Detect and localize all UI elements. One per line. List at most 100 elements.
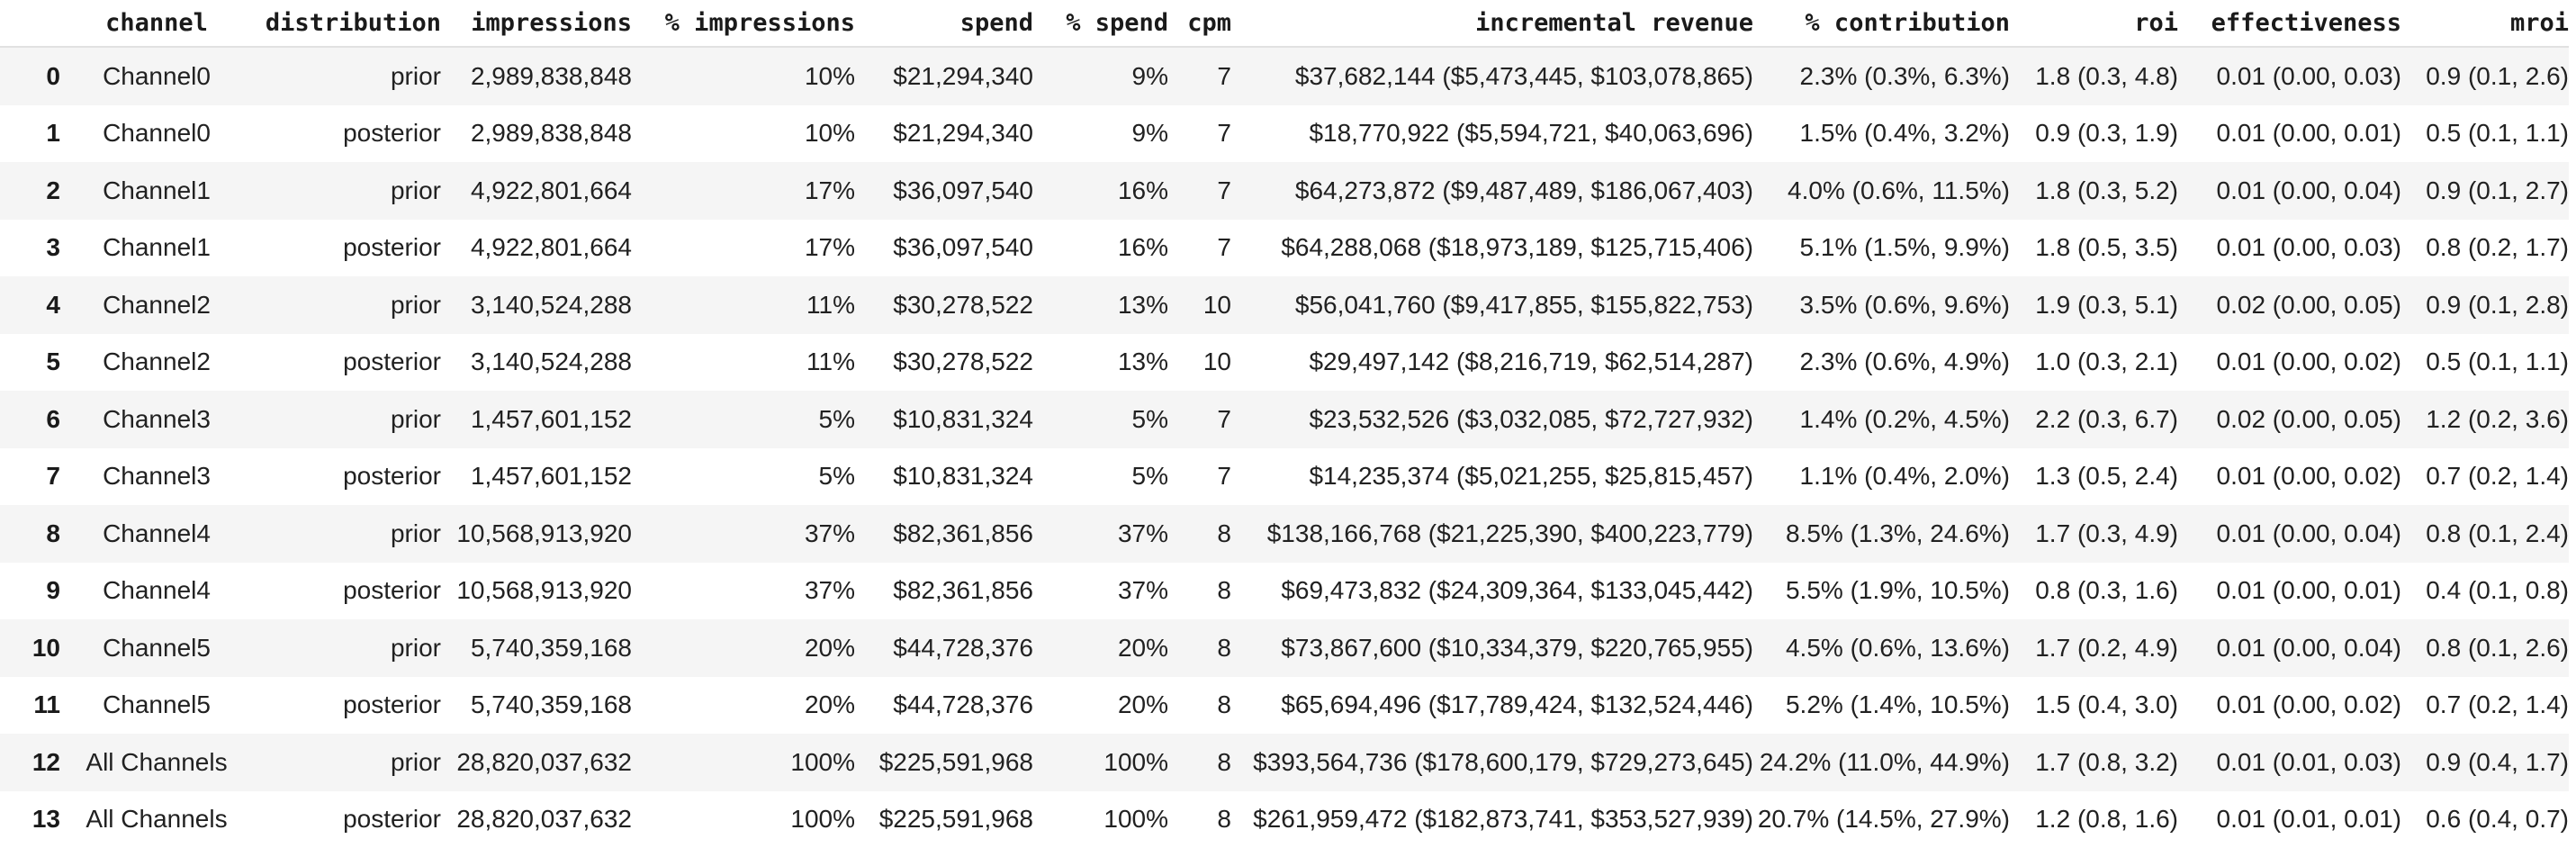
- cell-channel: Channel0: [103, 61, 211, 90]
- cell-spend: $36,097,540: [893, 233, 1033, 262]
- column-header-pct-contribution: % contribution: [1753, 0, 2010, 48]
- column-header-channel: channel: [71, 0, 242, 48]
- cell-pct-impressions: 10%: [804, 61, 855, 90]
- cell-index: 6: [46, 404, 60, 433]
- cell-distribution: posterior: [343, 119, 441, 148]
- cell-distribution: prior: [390, 633, 441, 662]
- cell-incremental-revenue: $64,288,068 ($18,973,189, $125,715,406): [1281, 233, 1753, 262]
- column-header-index: [0, 0, 71, 48]
- table-row: 6 Channel3 prior 1,457,601,152 5% $10,831,324…: [0, 391, 2569, 448]
- column-header-pct-impressions: % impressions: [632, 0, 855, 48]
- cell-pct-impressions: 100%: [790, 747, 855, 776]
- cell-index: 5: [46, 347, 60, 376]
- column-header-pct-spend: % spend: [1033, 0, 1168, 48]
- cell-impressions: 2,989,838,848: [470, 119, 632, 148]
- column-header-roi: roi: [2010, 0, 2178, 48]
- cell-pct-impressions: 37%: [804, 576, 855, 605]
- cell-roi: 1.7 (0.3, 4.9): [2035, 519, 2178, 547]
- cell-cpm: 8: [1217, 576, 1231, 605]
- cell-pct-contribution: 4.0% (0.6%, 11.5%): [1788, 176, 2010, 204]
- cell-pct-spend: 13%: [1117, 290, 1168, 319]
- cell-incremental-revenue: $138,166,768 ($21,225,390, $400,223,779): [1266, 519, 1753, 547]
- cell-incremental-revenue: $393,564,736 ($178,600,179, $729,273,645…: [1253, 747, 1753, 776]
- cell-incremental-revenue: $23,532,526 ($3,032,085, $72,727,932): [1309, 404, 1753, 433]
- table-row: 4 Channel2 prior 3,140,524,288 11% $30,278,52…: [0, 276, 2569, 334]
- cell-channel: All Channels: [86, 805, 228, 834]
- cell-cpm: 7: [1217, 176, 1231, 204]
- column-header-distribution: distribution: [242, 0, 441, 48]
- cell-pct-contribution: 2.3% (0.6%, 4.9%): [1799, 347, 2010, 376]
- cell-pct-impressions: 5%: [818, 462, 855, 491]
- table-body: 0 Channel0 prior 2,989,838,848 10% $21,294,34…: [0, 47, 2569, 848]
- cell-index: 7: [46, 462, 60, 491]
- cell-distribution: prior: [390, 519, 441, 547]
- cell-effectiveness: 0.02 (0.00, 0.05): [2216, 290, 2401, 319]
- cell-index: 3: [46, 233, 60, 262]
- cell-effectiveness: 0.01 (0.00, 0.04): [2216, 519, 2401, 547]
- cell-effectiveness: 0.01 (0.01, 0.01): [2216, 805, 2401, 834]
- column-header-mroi: mroi: [2401, 0, 2569, 48]
- cell-index: 13: [32, 805, 60, 834]
- cell-impressions: 1,457,601,152: [470, 404, 632, 433]
- cell-distribution: prior: [390, 290, 441, 319]
- cell-mroi: 0.4 (0.1, 0.8): [2426, 576, 2569, 605]
- cell-effectiveness: 0.01 (0.00, 0.01): [2216, 119, 2401, 148]
- cell-cpm: 10: [1202, 347, 1231, 376]
- cell-channel: Channel2: [103, 290, 211, 319]
- cell-effectiveness: 0.01 (0.00, 0.02): [2216, 347, 2401, 376]
- cell-spend: $82,361,856: [893, 519, 1033, 547]
- table-row: 8 Channel4 prior 10,568,913,920 37% $82,361,8…: [0, 505, 2569, 563]
- cell-pct-contribution: 8.5% (1.3%, 24.6%): [1785, 519, 2010, 547]
- cell-impressions: 3,140,524,288: [470, 290, 632, 319]
- cell-impressions: 5,740,359,168: [470, 690, 632, 719]
- cell-channel: Channel0: [103, 119, 211, 148]
- cell-mroi: 0.9 (0.1, 2.7): [2426, 176, 2569, 204]
- cell-incremental-revenue: $56,041,760 ($9,417,855, $155,822,753): [1294, 290, 1753, 319]
- column-header-effectiveness: effectiveness: [2178, 0, 2401, 48]
- cell-pct-contribution: 3.5% (0.6%, 9.6%): [1799, 290, 2010, 319]
- column-header-spend: spend: [855, 0, 1033, 48]
- cell-impressions: 1,457,601,152: [470, 462, 632, 491]
- cell-spend: $30,278,522: [893, 290, 1033, 319]
- cell-pct-impressions: 20%: [804, 633, 855, 662]
- table-row: 12 All Channels prior 28,820,037,632 100% $22…: [0, 734, 2569, 791]
- table-row: 5 Channel2 posterior 3,140,524,288 11% $30,27…: [0, 333, 2569, 391]
- cell-pct-impressions: 37%: [804, 519, 855, 547]
- cell-cpm: 8: [1217, 747, 1231, 776]
- cell-roi: 1.0 (0.3, 2.1): [2035, 347, 2178, 376]
- cell-pct-spend: 37%: [1117, 519, 1168, 547]
- cell-pct-contribution: 5.2% (1.4%, 10.5%): [1785, 690, 2010, 719]
- cell-incremental-revenue: $69,473,832 ($24,309,364, $133,045,442): [1281, 576, 1753, 605]
- cell-pct-spend: 37%: [1117, 576, 1168, 605]
- cell-channel: Channel1: [103, 233, 211, 262]
- table-row: 11 Channel5 posterior 5,740,359,168 20% $44,7…: [0, 676, 2569, 734]
- cell-distribution: posterior: [343, 347, 441, 376]
- cell-impressions: 28,820,037,632: [456, 747, 632, 776]
- cell-impressions: 28,820,037,632: [456, 805, 632, 834]
- cell-index: 8: [46, 519, 60, 547]
- table-header-row: channel distribution impressions % impre…: [0, 0, 2569, 48]
- cell-effectiveness: 0.01 (0.00, 0.03): [2216, 61, 2401, 90]
- cell-incremental-revenue: $65,694,496 ($17,789,424, $132,524,446): [1281, 690, 1753, 719]
- cell-mroi: 0.7 (0.2, 1.4): [2426, 462, 2569, 491]
- cell-pct-contribution: 4.5% (0.6%, 13.6%): [1785, 633, 2010, 662]
- cell-channel: Channel4: [103, 519, 211, 547]
- cell-impressions: 10,568,913,920: [456, 519, 632, 547]
- cell-spend: $225,591,968: [878, 805, 1033, 834]
- cell-roi: 2.2 (0.3, 6.7): [2035, 404, 2178, 433]
- cell-cpm: 7: [1217, 119, 1231, 148]
- cell-spend: $30,278,522: [893, 347, 1033, 376]
- cell-effectiveness: 0.01 (0.01, 0.03): [2216, 747, 2401, 776]
- cell-distribution: posterior: [343, 690, 441, 719]
- cell-pct-spend: 20%: [1117, 633, 1168, 662]
- cell-cpm: 8: [1217, 519, 1231, 547]
- cell-roi: 1.8 (0.3, 4.8): [2035, 61, 2178, 90]
- cell-mroi: 0.9 (0.4, 1.7): [2426, 747, 2569, 776]
- cell-impressions: 4,922,801,664: [470, 233, 632, 262]
- cell-mroi: 0.6 (0.4, 0.7): [2426, 805, 2569, 834]
- cell-pct-contribution: 1.1% (0.4%, 2.0%): [1799, 462, 2010, 491]
- cell-channel: Channel1: [103, 176, 211, 204]
- cell-index: 4: [46, 290, 60, 319]
- cell-distribution: posterior: [343, 576, 441, 605]
